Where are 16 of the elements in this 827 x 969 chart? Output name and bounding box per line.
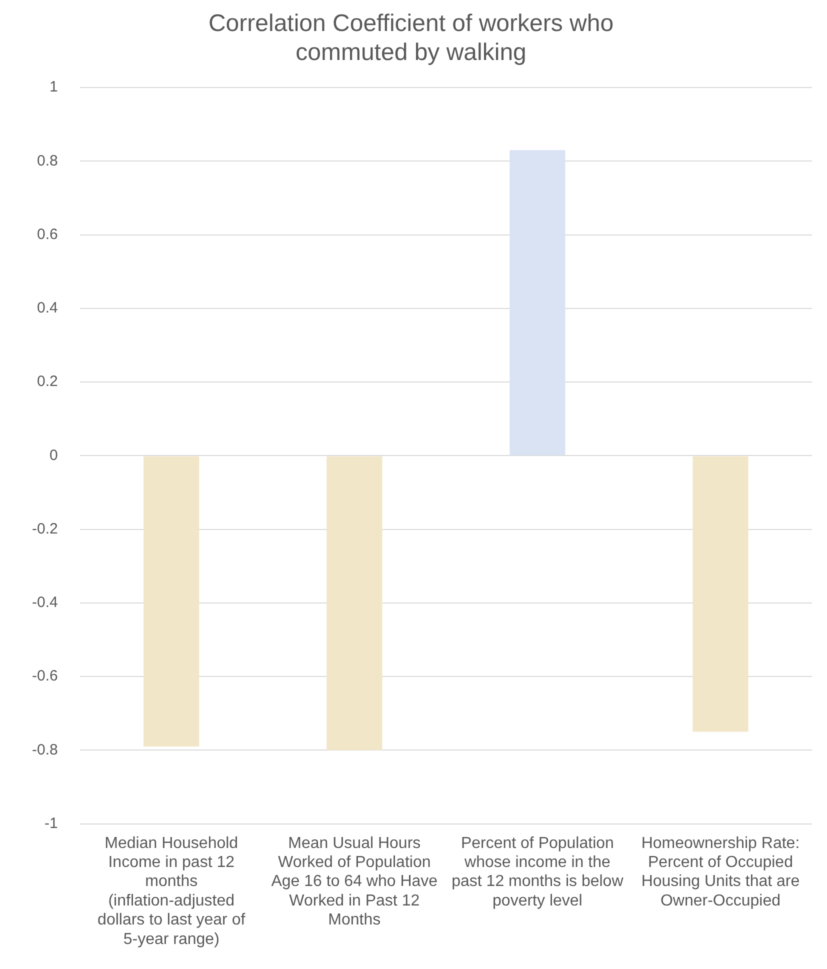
x-tick-label: Median Household Income in past 12 months (inflation-adjusted dollars to last year of 5-year range) <box>98 834 246 948</box>
x-tick-label: Percent of Population whose income in the past 12 months is below poverty level <box>452 834 624 910</box>
y-tick-label: 0.6 <box>36 226 58 243</box>
y-tick-label: 0 <box>50 446 58 464</box>
x-tick-label: Mean Usual Hours Worked of Population Age 16 to 64 who Have Worked in Past 12 Months <box>271 834 438 929</box>
y-tick-label: 0.4 <box>36 300 58 317</box>
y-tick-label: 0.8 <box>36 152 58 170</box>
chart-title: Correlation Coefficient of workers who commuted by walking <box>208 10 614 66</box>
y-tick-label: 1 <box>50 78 58 96</box>
y-tick-label: -0.6 <box>32 668 58 685</box>
y-tick-label: -1 <box>44 814 58 832</box>
y-tick-label: -0.8 <box>32 741 58 758</box>
y-tick-label: -0.4 <box>32 594 58 612</box>
y-tick-label: -0.2 <box>32 520 58 538</box>
x-tick-label: Homeownership Rate: Percent of Occupied Housing Units that are Owner-Occupied <box>641 834 800 910</box>
y-tick-label: 0.2 <box>36 373 58 390</box>
